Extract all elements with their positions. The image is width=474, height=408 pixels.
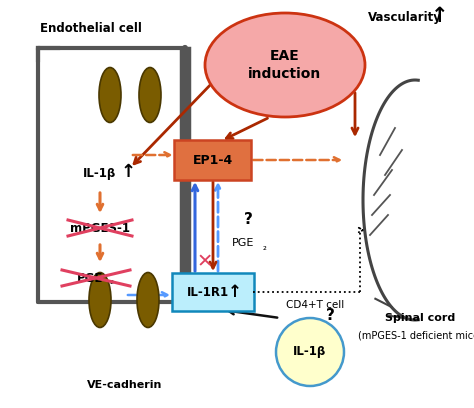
Text: PGE: PGE <box>77 271 103 284</box>
Ellipse shape <box>276 318 344 386</box>
FancyBboxPatch shape <box>174 140 252 180</box>
Text: ₂: ₂ <box>110 276 114 286</box>
Text: IL-1β: IL-1β <box>83 168 117 180</box>
Ellipse shape <box>99 67 121 122</box>
Text: Spinal cord: Spinal cord <box>385 313 455 323</box>
Text: IL-1R1: IL-1R1 <box>187 286 229 299</box>
Text: EP1-4: EP1-4 <box>193 153 233 166</box>
Text: VE-cadherin: VE-cadherin <box>87 380 163 390</box>
Ellipse shape <box>205 13 365 117</box>
Text: (mPGES-1 deficient mice): (mPGES-1 deficient mice) <box>357 331 474 341</box>
FancyBboxPatch shape <box>172 273 254 311</box>
Text: ↑: ↑ <box>431 6 449 26</box>
Ellipse shape <box>137 273 159 328</box>
Text: ↑: ↑ <box>228 283 242 301</box>
Text: EAE
induction: EAE induction <box>248 49 322 81</box>
Text: ↑: ↑ <box>120 163 136 181</box>
Ellipse shape <box>139 67 161 122</box>
Text: CD4+T cell: CD4+T cell <box>286 300 344 310</box>
Ellipse shape <box>89 273 111 328</box>
Text: ?: ? <box>244 213 253 228</box>
Text: Vascularity: Vascularity <box>368 11 442 24</box>
Text: ?: ? <box>326 308 335 322</box>
Text: ✕: ✕ <box>197 253 213 271</box>
Text: IL-1β: IL-1β <box>293 346 327 359</box>
Text: Endothelial cell: Endothelial cell <box>40 22 142 35</box>
Text: PGE: PGE <box>232 238 254 248</box>
Text: ₂: ₂ <box>263 242 267 252</box>
Text: mPGES-1: mPGES-1 <box>70 222 130 235</box>
